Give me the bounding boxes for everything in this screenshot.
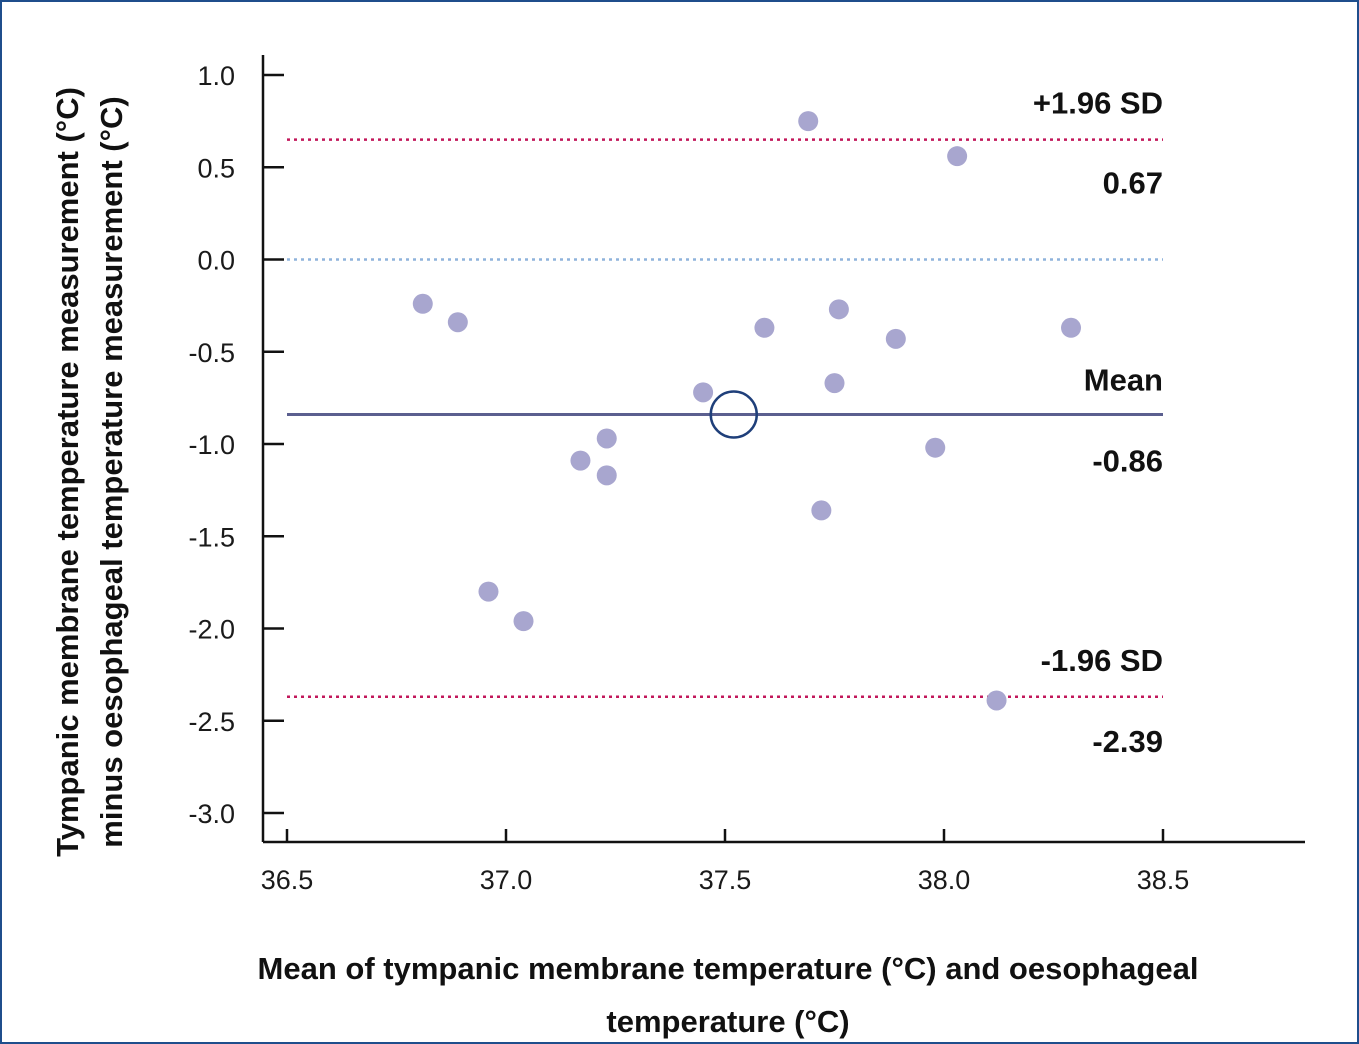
data-point bbox=[513, 611, 534, 632]
data-point bbox=[570, 450, 591, 471]
data-point bbox=[947, 146, 968, 167]
x-axis-title-line2: temperature (°C) bbox=[606, 1004, 849, 1039]
data-point bbox=[986, 690, 1007, 711]
x-axis-title-line1: Mean of tympanic membrane temperature (°… bbox=[258, 951, 1199, 986]
y-ticks: 1.0 0.5 0.0 -0.5 -1.0 -1.5 -2.0 -2.5 -3.0 bbox=[188, 61, 284, 829]
data-point bbox=[596, 428, 617, 449]
data-point bbox=[596, 465, 617, 486]
data-point bbox=[811, 500, 832, 521]
upper-sd-value: 0.67 bbox=[1103, 166, 1163, 201]
axes bbox=[261, 55, 1305, 844]
y-tick-label: -1.5 bbox=[188, 522, 235, 552]
x-tick-label: 38.0 bbox=[918, 865, 971, 895]
data-point bbox=[447, 312, 468, 333]
y-tick-label: -1.0 bbox=[188, 430, 235, 460]
mean-label: Mean bbox=[1084, 362, 1163, 397]
x-tick-label: 37.5 bbox=[699, 865, 752, 895]
x-tick-label: 38.5 bbox=[1137, 865, 1190, 895]
data-point bbox=[412, 293, 433, 314]
data-point bbox=[828, 299, 849, 320]
data-point bbox=[798, 111, 819, 132]
y-tick-label: 0.0 bbox=[197, 246, 235, 276]
x-tick-label: 37.0 bbox=[480, 865, 533, 895]
data-points bbox=[412, 111, 1082, 711]
data-point bbox=[478, 581, 499, 602]
data-point bbox=[824, 373, 845, 394]
lower-sd-label: -1.96 SD bbox=[1041, 643, 1163, 678]
y-tick-label: 1.0 bbox=[197, 61, 235, 91]
data-point bbox=[693, 382, 714, 403]
reference-labels: +1.96 SD 0.67 Mean -0.86 -1.96 SD -2.39 bbox=[1033, 86, 1163, 759]
y-tick-label: -2.5 bbox=[188, 707, 235, 737]
lower-sd-value: -2.39 bbox=[1092, 724, 1163, 759]
y-axis-title-line2: minus oesophageal temperature measuremen… bbox=[94, 96, 129, 847]
data-point bbox=[1061, 317, 1082, 338]
data-point bbox=[754, 317, 775, 338]
y-tick-label: -3.0 bbox=[188, 799, 235, 829]
y-tick-label: -2.0 bbox=[188, 615, 235, 645]
y-axis-title-line1: Tympanic membrane temperature measuremen… bbox=[50, 87, 85, 857]
mean-value: -0.86 bbox=[1092, 443, 1163, 478]
data-point bbox=[885, 328, 906, 349]
x-tick-label: 36.5 bbox=[261, 865, 314, 895]
mean-marker-circle bbox=[709, 390, 759, 439]
y-tick-label: 0.5 bbox=[197, 153, 235, 183]
upper-sd-label: +1.96 SD bbox=[1033, 86, 1163, 121]
x-ticks: 36.5 37.0 37.5 38.0 38.5 bbox=[261, 829, 1190, 895]
reference-lines bbox=[287, 138, 1163, 699]
data-point bbox=[925, 437, 946, 458]
y-tick-label: -0.5 bbox=[188, 338, 235, 368]
